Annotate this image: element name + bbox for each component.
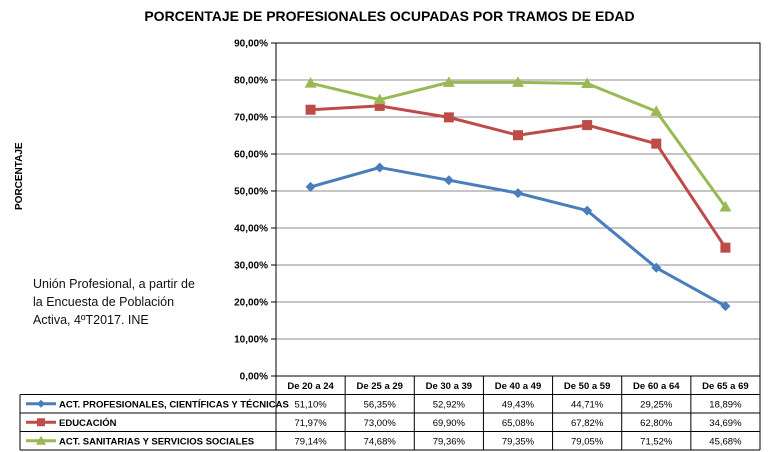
legend-label: ACT. PROFESIONALES, CIENTÍFICAS Y TÉCNIC…	[59, 399, 289, 410]
legend-key-marker	[36, 435, 46, 445]
data-point	[443, 112, 454, 123]
legend-key-marker	[37, 418, 45, 427]
data-point	[651, 262, 662, 273]
data-point	[305, 181, 316, 192]
data-label: 51,10%	[294, 399, 327, 410]
y-tick-label: 50,00%	[234, 187, 268, 198]
data-point	[651, 138, 662, 149]
x-tick-label: De 25 a 29	[356, 381, 402, 392]
legend-label: ACT. SANITARIAS Y SERVICIOS SOCIALES	[59, 436, 254, 447]
y-tick-label: 70,00%	[234, 113, 268, 124]
data-label: 62,80%	[640, 418, 673, 429]
x-tick-label: De 30 a 39	[426, 381, 472, 392]
y-tick-label: 40,00%	[234, 224, 268, 235]
data-label: 71,52%	[640, 436, 673, 447]
data-point	[305, 104, 316, 115]
data-label: 69,90%	[433, 418, 466, 429]
x-tick-label: De 60 a 64	[633, 381, 680, 392]
y-tick-label: 10,00%	[234, 335, 268, 346]
data-point	[374, 162, 385, 173]
y-tick-label: 0,00%	[240, 372, 268, 383]
data-label: 79,05%	[571, 436, 604, 447]
data-point	[719, 200, 732, 212]
x-tick-label: De 40 a 49	[495, 381, 541, 392]
data-point	[582, 205, 593, 216]
data-label: 79,14%	[294, 436, 327, 447]
data-point	[374, 100, 385, 111]
data-point	[720, 242, 731, 253]
data-point	[512, 76, 524, 87]
data-point	[373, 93, 386, 105]
data-point	[720, 301, 731, 312]
x-tick-label: De 20 a 24	[287, 381, 334, 392]
series-line	[310, 104, 727, 249]
legend-label: EDUCACIÓN	[59, 417, 117, 429]
data-label: 29,25%	[640, 399, 673, 410]
data-label: 56,35%	[364, 399, 397, 410]
chart-title: PORCENTAJE DE PROFESIONALES OCUPADAS POR…	[144, 8, 635, 24]
x-tick-label: De 50 a 59	[564, 381, 610, 392]
data-point	[304, 77, 317, 88]
data-label: 34,69%	[709, 418, 742, 429]
data-point	[513, 130, 523, 141]
data-label: 44,71%	[571, 399, 604, 410]
legend-key-marker	[37, 399, 45, 408]
data-label: 65,08%	[502, 418, 535, 429]
y-tick-label: 80,00%	[234, 76, 268, 87]
data-label: 71,97%	[294, 418, 327, 429]
data-point	[513, 188, 523, 199]
data-label: 49,43%	[502, 399, 535, 410]
data-point	[582, 120, 593, 131]
y-tick-label: 30,00%	[234, 261, 268, 272]
data-label: 45,68%	[709, 436, 742, 447]
data-point	[442, 76, 455, 87]
data-label: 52,92%	[433, 399, 466, 410]
data-label: 67,82%	[571, 418, 604, 429]
data-label: 18,89%	[709, 399, 742, 410]
y-tick-label: 90,00%	[234, 39, 268, 50]
y-tick-label: 20,00%	[234, 298, 268, 309]
data-label: 79,35%	[502, 436, 535, 447]
y-tick-label: 60,00%	[234, 150, 268, 161]
data-point	[650, 105, 663, 116]
data-point	[443, 175, 454, 186]
data-label: 79,36%	[433, 436, 466, 447]
data-label: 73,00%	[364, 418, 397, 429]
data-label: 74,68%	[364, 436, 397, 447]
data-point	[581, 77, 594, 89]
source-note: Unión Profesional, a partir de la Encues…	[33, 277, 195, 327]
x-tick-label: De 65 a 69	[702, 381, 748, 392]
